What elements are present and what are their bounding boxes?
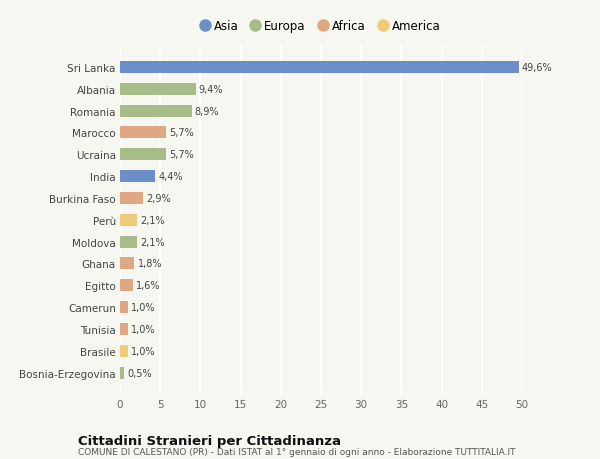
Text: Cittadini Stranieri per Cittadinanza: Cittadini Stranieri per Cittadinanza [78,434,341,447]
Legend: Asia, Europa, Africa, America: Asia, Europa, Africa, America [198,17,444,37]
Bar [120,345,128,357]
Text: 2,1%: 2,1% [140,237,165,247]
Text: 8,9%: 8,9% [195,106,219,116]
Bar [120,106,191,118]
Text: 2,1%: 2,1% [140,215,165,225]
Text: 4,4%: 4,4% [158,172,183,182]
Text: 1,0%: 1,0% [131,346,156,356]
Text: 5,7%: 5,7% [169,128,194,138]
Bar [120,171,155,183]
Text: 0,5%: 0,5% [127,368,152,378]
Text: 1,8%: 1,8% [137,259,162,269]
Text: 1,6%: 1,6% [136,281,161,291]
Bar [120,127,166,139]
Bar [120,84,196,95]
Bar [120,192,143,205]
Bar [120,62,519,74]
Text: 49,6%: 49,6% [522,63,553,73]
Bar [120,149,166,161]
Text: 5,7%: 5,7% [169,150,194,160]
Bar [120,280,133,292]
Bar [120,236,137,248]
Text: 2,9%: 2,9% [146,194,171,203]
Bar [120,323,128,335]
Text: 1,0%: 1,0% [131,302,156,313]
Bar [120,367,124,379]
Bar [120,258,134,270]
Text: 9,4%: 9,4% [199,84,223,95]
Bar [120,214,137,226]
Text: COMUNE DI CALESTANO (PR) - Dati ISTAT al 1° gennaio di ogni anno - Elaborazione : COMUNE DI CALESTANO (PR) - Dati ISTAT al… [78,448,515,457]
Text: 1,0%: 1,0% [131,325,156,334]
Bar [120,302,128,313]
